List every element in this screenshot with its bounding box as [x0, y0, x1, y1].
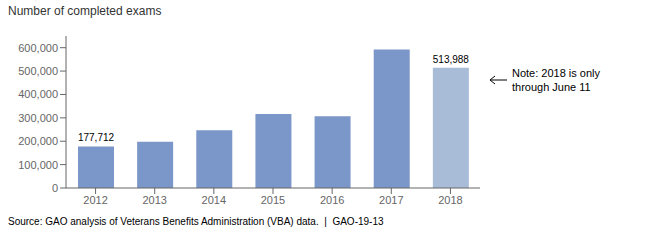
svg-text:2015: 2015: [261, 194, 285, 206]
html-text:through June 11: through June 11: [512, 81, 591, 93]
svg-text:2014: 2014: [202, 194, 226, 206]
html-text:Number of completed exams: Number of completed exams: [8, 4, 162, 18]
svg-text:2017: 2017: [379, 194, 403, 206]
svg-text:0: 0: [52, 182, 58, 194]
html-text:Note: 2018 is only: Note: 2018 is only: [512, 67, 601, 79]
svg-text:600,000: 600,000: [18, 42, 58, 54]
svg-text:513,988: 513,988: [433, 54, 470, 65]
svg-text:400,000: 400,000: [18, 88, 58, 100]
svg-text:2016: 2016: [320, 194, 344, 206]
svg-text:2018: 2018: [438, 194, 462, 206]
html-text:Source: GAO analysis of Vetera: Source: GAO analysis of Veterans Benefit…: [8, 216, 384, 227]
svg-text:2013: 2013: [142, 194, 166, 206]
svg-text:300,000: 300,000: [18, 112, 58, 124]
svg-text:500,000: 500,000: [18, 65, 58, 77]
svg-text:100,000: 100,000: [18, 159, 58, 171]
svg-text:2012: 2012: [83, 194, 107, 206]
svg-text:177,712: 177,712: [78, 132, 115, 143]
svg-text:200,000: 200,000: [18, 135, 58, 147]
